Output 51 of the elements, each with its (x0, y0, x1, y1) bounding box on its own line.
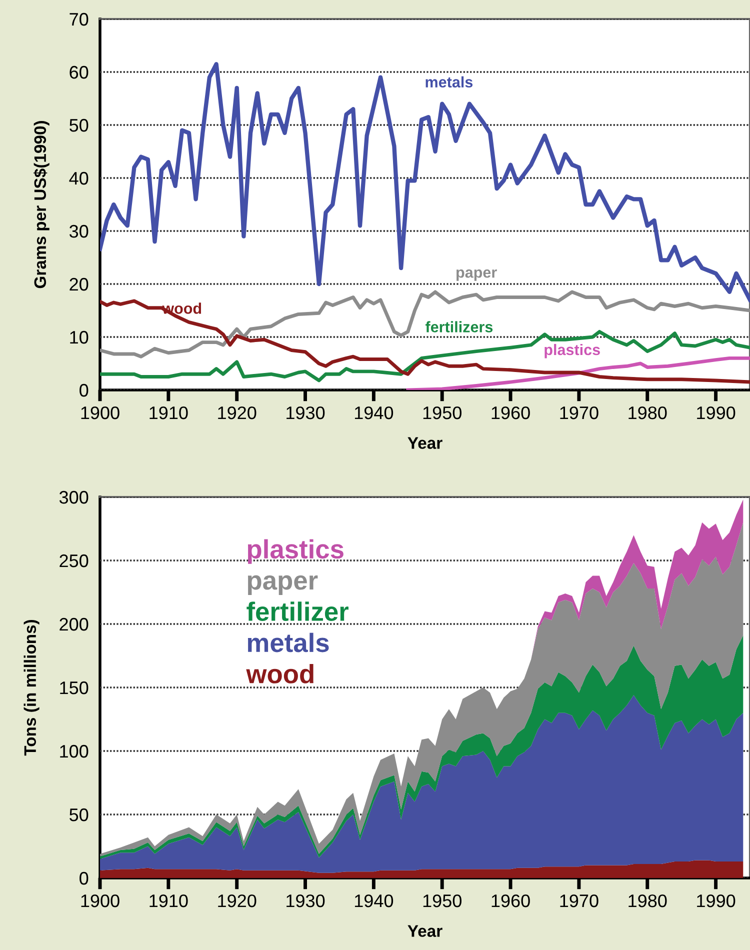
y-axis-title: Tons (in millions) (24, 620, 40, 756)
x-tick-label: 1910 (150, 406, 188, 420)
y-tick-label: 300 (59, 490, 88, 504)
series-label: plastics (544, 344, 600, 358)
x-tick-label: 1900 (81, 894, 120, 908)
y-tick-label: 250 (60, 554, 88, 568)
x-tick-label: 1920 (218, 406, 256, 420)
y-tick-label: 10 (70, 330, 88, 344)
y-tick-label: 20 (70, 278, 88, 291)
y-tick-label: 150 (60, 681, 88, 694)
x-tick-label: 1900 (81, 406, 120, 420)
text: plastics (248, 539, 344, 564)
y-tick-label: 70 (70, 12, 88, 26)
y-tick-label: 50 (70, 808, 88, 822)
y-axis-title: Grams per US$(1990) (34, 121, 50, 288)
text: wood (246, 664, 314, 684)
x-axis-title: Year (408, 437, 442, 449)
x-tick-label: 1930 (286, 894, 325, 908)
x-axis-title: Year (408, 925, 442, 937)
x-tick-label: 1980 (628, 894, 667, 908)
x-tick-label: 1970 (560, 406, 598, 420)
x-tick-label: 1980 (628, 406, 667, 420)
text: metals (248, 632, 329, 652)
x-tick-label: 1920 (218, 894, 256, 908)
y-tick-label: 30 (69, 224, 88, 238)
x-tick-label: 1970 (560, 894, 598, 908)
line-series (100, 62, 750, 302)
y-tick-label: 50 (70, 118, 88, 132)
text: fertilizer (246, 602, 348, 621)
x-tick-label: 1910 (150, 894, 188, 908)
x-tick-label: 1950 (423, 406, 462, 420)
y-tick-label: 0 (80, 872, 88, 885)
text: paper (248, 575, 318, 596)
x-tick-label: 1950 (423, 894, 462, 908)
y-tick-label: 0 (80, 384, 88, 397)
y-tick-label: 100 (60, 744, 88, 758)
x-tick-label: 1990 (697, 894, 736, 908)
x-tick-label: 1990 (697, 406, 736, 420)
series-label: fertilizers (426, 321, 493, 332)
series-label: paper (456, 269, 497, 281)
x-tick-label: 1940 (354, 406, 394, 420)
line-series (100, 290, 750, 358)
y-tick-label: 60 (70, 66, 88, 79)
y-tick-label: 200 (60, 618, 88, 631)
x-tick-label: 1940 (354, 894, 394, 908)
series-label: metals (426, 76, 473, 88)
x-tick-label: 1960 (492, 406, 530, 420)
x-tick-label: 1930 (286, 406, 325, 420)
line-series (100, 299, 750, 384)
x-tick-label: 1960 (492, 894, 530, 908)
y-tick-label: 40 (69, 172, 88, 185)
